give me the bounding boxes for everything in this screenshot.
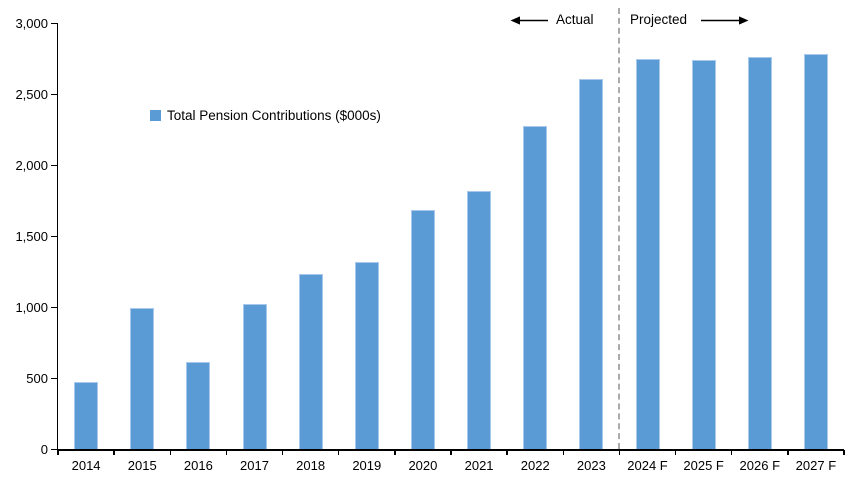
y-tick <box>50 22 57 24</box>
x-tick-label: 2025 F <box>683 458 724 473</box>
y-tick-label: 1,500 <box>15 228 48 244</box>
x-tick-label: 2016 <box>183 458 213 473</box>
x-tick <box>674 450 677 455</box>
actual-projected-divider-line <box>618 8 621 449</box>
bar-2026-f <box>747 57 772 449</box>
x-tick <box>394 450 396 455</box>
x-tick-label: 2023 <box>576 458 606 473</box>
bar-2021 <box>467 191 492 449</box>
bar-2019 <box>354 261 379 449</box>
x-tick-label: 2022 <box>520 458 550 473</box>
x-tick-label: 2014 <box>71 458 101 473</box>
y-axis-line <box>56 23 58 449</box>
x-tick-label: 2026 F <box>739 458 781 473</box>
bar-2027-f <box>803 53 828 449</box>
x-tick <box>843 450 845 455</box>
y-tick-label: 3,000 <box>15 15 48 31</box>
y-tick <box>50 164 57 166</box>
bar-2024-f <box>635 59 660 449</box>
legend-label: Total Pension Contributions ($000s) <box>167 108 381 123</box>
bar-2018 <box>298 273 323 449</box>
x-tick <box>730 450 733 455</box>
x-tick-label: 2018 <box>296 458 326 473</box>
x-tick <box>169 450 172 455</box>
x-tick <box>57 450 59 455</box>
x-tick-label: 2020 <box>408 458 438 473</box>
x-tick <box>618 450 621 455</box>
bar-2020 <box>410 210 435 449</box>
x-tick-label: 2024 F <box>627 458 668 473</box>
x-tick <box>787 450 789 455</box>
x-tick-label: 2027 F <box>795 458 837 473</box>
x-tick-label: 2015 <box>127 458 157 473</box>
x-tick-label: 2019 <box>352 458 382 473</box>
y-tick <box>50 448 57 450</box>
y-tick <box>50 306 57 308</box>
legend: Total Pension Contributions ($000s) <box>150 108 381 123</box>
y-tick <box>50 93 57 95</box>
bar-2016 <box>186 362 211 449</box>
x-tick <box>562 450 565 455</box>
x-tick <box>225 450 228 455</box>
x-tick-label: 2021 <box>464 458 494 473</box>
bar-2015 <box>130 307 155 449</box>
right-arrow-icon <box>701 16 749 25</box>
y-tick <box>50 377 57 379</box>
actual-label: Actual <box>556 12 594 27</box>
y-tick-label: 500 <box>26 370 48 386</box>
y-tick <box>50 235 57 237</box>
x-tick-label: 2017 <box>240 458 269 473</box>
x-tick <box>337 450 340 455</box>
bar-2025-f <box>691 59 716 449</box>
x-tick <box>113 450 115 455</box>
bar-2017 <box>242 304 267 449</box>
legend-marker-icon <box>150 110 161 121</box>
bar-2014 <box>74 381 99 449</box>
bar-2023 <box>579 79 604 449</box>
x-axis-line <box>56 448 844 451</box>
projected-label: Projected <box>630 12 688 27</box>
left-arrow-icon <box>510 16 548 25</box>
y-tick-label: 1,000 <box>15 299 48 315</box>
x-tick <box>281 450 284 455</box>
y-tick-label: 0 <box>40 441 48 457</box>
y-tick-label: 2,500 <box>15 86 48 102</box>
y-tick-label: 2,000 <box>15 157 48 173</box>
x-tick <box>506 450 508 455</box>
bar-2022 <box>523 125 548 449</box>
x-tick <box>450 450 452 455</box>
